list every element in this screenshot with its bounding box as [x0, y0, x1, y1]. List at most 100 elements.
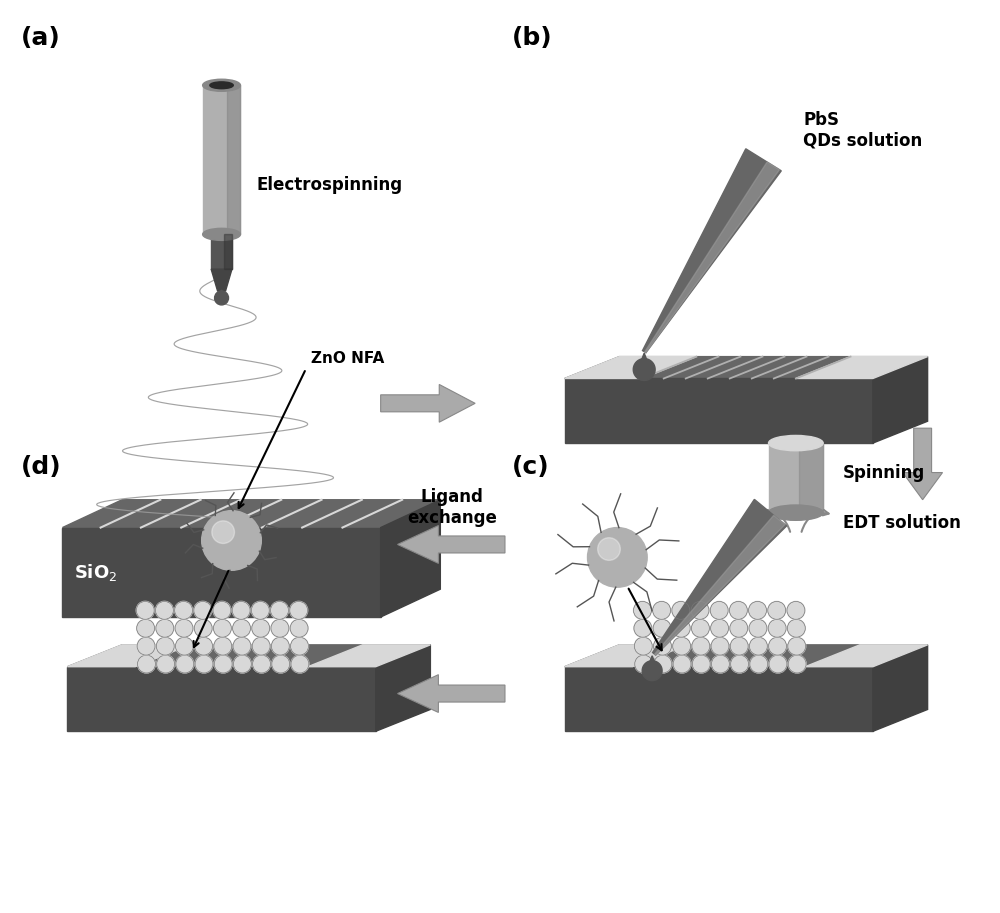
Ellipse shape [210, 82, 233, 89]
Text: (b): (b) [512, 26, 553, 49]
Polygon shape [805, 645, 928, 666]
Ellipse shape [203, 79, 240, 91]
Circle shape [232, 602, 250, 619]
Circle shape [769, 637, 787, 656]
Polygon shape [211, 269, 232, 291]
Text: (a): (a) [21, 26, 60, 49]
Circle shape [750, 656, 768, 673]
Polygon shape [769, 443, 823, 513]
Polygon shape [565, 357, 696, 379]
Polygon shape [642, 661, 662, 680]
Circle shape [710, 602, 728, 619]
Circle shape [252, 637, 270, 656]
Circle shape [233, 619, 251, 637]
Polygon shape [640, 353, 648, 363]
Circle shape [215, 291, 229, 305]
Polygon shape [873, 645, 928, 731]
Circle shape [176, 656, 194, 673]
Circle shape [233, 656, 251, 673]
Circle shape [175, 619, 193, 637]
Circle shape [691, 619, 709, 637]
Circle shape [175, 602, 193, 619]
Circle shape [175, 637, 193, 656]
Circle shape [251, 602, 269, 619]
Polygon shape [67, 666, 376, 731]
Circle shape [138, 656, 155, 673]
Polygon shape [381, 384, 475, 422]
Polygon shape [633, 359, 655, 381]
Polygon shape [655, 515, 785, 655]
Polygon shape [565, 666, 873, 731]
Circle shape [654, 656, 672, 673]
Polygon shape [653, 499, 787, 655]
Circle shape [155, 602, 173, 619]
Polygon shape [376, 645, 430, 731]
Circle shape [598, 538, 620, 561]
Circle shape [654, 637, 671, 656]
Circle shape [769, 656, 787, 673]
Circle shape [768, 619, 786, 637]
Circle shape [291, 656, 309, 673]
Circle shape [787, 602, 805, 619]
Circle shape [673, 637, 691, 656]
Circle shape [788, 637, 806, 656]
Circle shape [290, 619, 308, 637]
Circle shape [271, 619, 289, 637]
Circle shape [157, 656, 175, 673]
Circle shape [271, 602, 288, 619]
Circle shape [730, 619, 748, 637]
Text: Electrospinning: Electrospinning [256, 175, 402, 194]
Polygon shape [903, 428, 943, 499]
Circle shape [749, 602, 767, 619]
Circle shape [634, 619, 652, 637]
Polygon shape [308, 645, 430, 666]
Polygon shape [643, 149, 781, 352]
Circle shape [588, 528, 647, 587]
Circle shape [729, 602, 747, 619]
Circle shape [788, 656, 806, 673]
Polygon shape [219, 290, 225, 295]
Text: Ligand
exchange: Ligand exchange [407, 488, 497, 527]
Text: (c): (c) [512, 455, 550, 479]
Polygon shape [799, 443, 823, 513]
Circle shape [195, 656, 213, 673]
Circle shape [156, 619, 174, 637]
Circle shape [673, 656, 691, 673]
Circle shape [202, 510, 261, 571]
Polygon shape [796, 357, 928, 379]
Polygon shape [62, 528, 381, 617]
Circle shape [749, 619, 767, 637]
Circle shape [692, 637, 710, 656]
Circle shape [653, 602, 671, 619]
Circle shape [787, 619, 805, 637]
Circle shape [290, 602, 308, 619]
Circle shape [711, 619, 729, 637]
Circle shape [635, 656, 653, 673]
Polygon shape [62, 499, 440, 528]
Circle shape [214, 637, 232, 656]
Circle shape [156, 637, 174, 656]
Circle shape [672, 602, 690, 619]
Polygon shape [67, 645, 190, 666]
Ellipse shape [769, 436, 823, 451]
Circle shape [137, 637, 155, 656]
Polygon shape [398, 675, 505, 712]
Circle shape [271, 637, 289, 656]
Circle shape [634, 602, 651, 619]
Circle shape [730, 637, 748, 656]
Circle shape [749, 637, 767, 656]
Circle shape [136, 602, 154, 619]
Polygon shape [381, 499, 440, 617]
Circle shape [214, 656, 232, 673]
Text: SiO$_2$: SiO$_2$ [74, 561, 118, 582]
Ellipse shape [769, 505, 823, 520]
Polygon shape [649, 656, 656, 665]
Circle shape [291, 637, 308, 656]
Polygon shape [67, 645, 430, 666]
Circle shape [672, 619, 690, 637]
Circle shape [731, 656, 749, 673]
Polygon shape [227, 85, 240, 235]
Text: Spinning: Spinning [843, 464, 925, 482]
Text: EDT solution: EDT solution [843, 514, 961, 531]
Circle shape [213, 619, 231, 637]
